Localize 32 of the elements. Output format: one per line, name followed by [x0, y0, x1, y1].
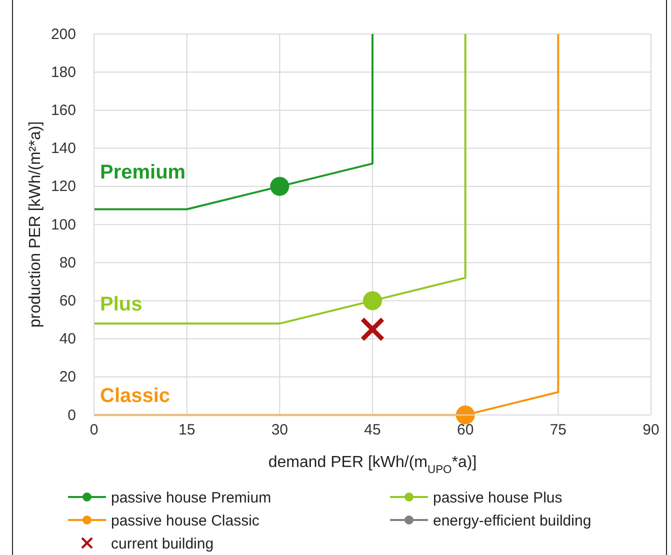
- legend-label: passive house Plus: [433, 489, 562, 506]
- annotation: Premium: [100, 161, 186, 184]
- x-tick-label: 30: [271, 422, 288, 439]
- point: [270, 176, 290, 196]
- y-tick-label: 0: [68, 406, 76, 424]
- legend-label: current building: [111, 535, 214, 552]
- x-tick-label: 90: [642, 422, 660, 439]
- x-tick-label: 75: [550, 422, 567, 439]
- x-tick-label: 15: [178, 422, 196, 439]
- y-tick-label: 80: [59, 254, 76, 272]
- y-tick-label: 160: [50, 102, 76, 119]
- y-tick-label: 100: [50, 216, 76, 234]
- y-tick-label: 120: [50, 178, 76, 196]
- x-axis-title: demand PER [kWh/(m$_{UPO}$*a)]: [268, 454, 477, 476]
- legend-label: energy-efficient building: [433, 512, 592, 530]
- x-tick-label: 60: [456, 422, 474, 439]
- y-axis-title: production PER [kWh/(m²*a)]: [27, 121, 44, 328]
- y-tick-label: 180: [50, 64, 76, 81]
- legend-label: passive house Premium: [111, 489, 272, 506]
- point: [363, 291, 382, 310]
- y-tick-label: 20: [59, 368, 76, 386]
- point: [456, 406, 475, 424]
- legend-label: passive house Classic: [111, 512, 260, 530]
- point: [360, 317, 385, 342]
- y-tick-label: 200: [50, 26, 76, 43]
- y-tick-label: 40: [59, 330, 76, 348]
- annotation: Plus: [100, 294, 142, 316]
- annotation: Classic: [100, 385, 170, 407]
- x-tick-label: 0: [90, 422, 98, 439]
- y-tick-label: 140: [50, 140, 76, 158]
- x-tick-label: 45: [364, 422, 381, 439]
- y-tick-label: 60: [59, 292, 76, 310]
